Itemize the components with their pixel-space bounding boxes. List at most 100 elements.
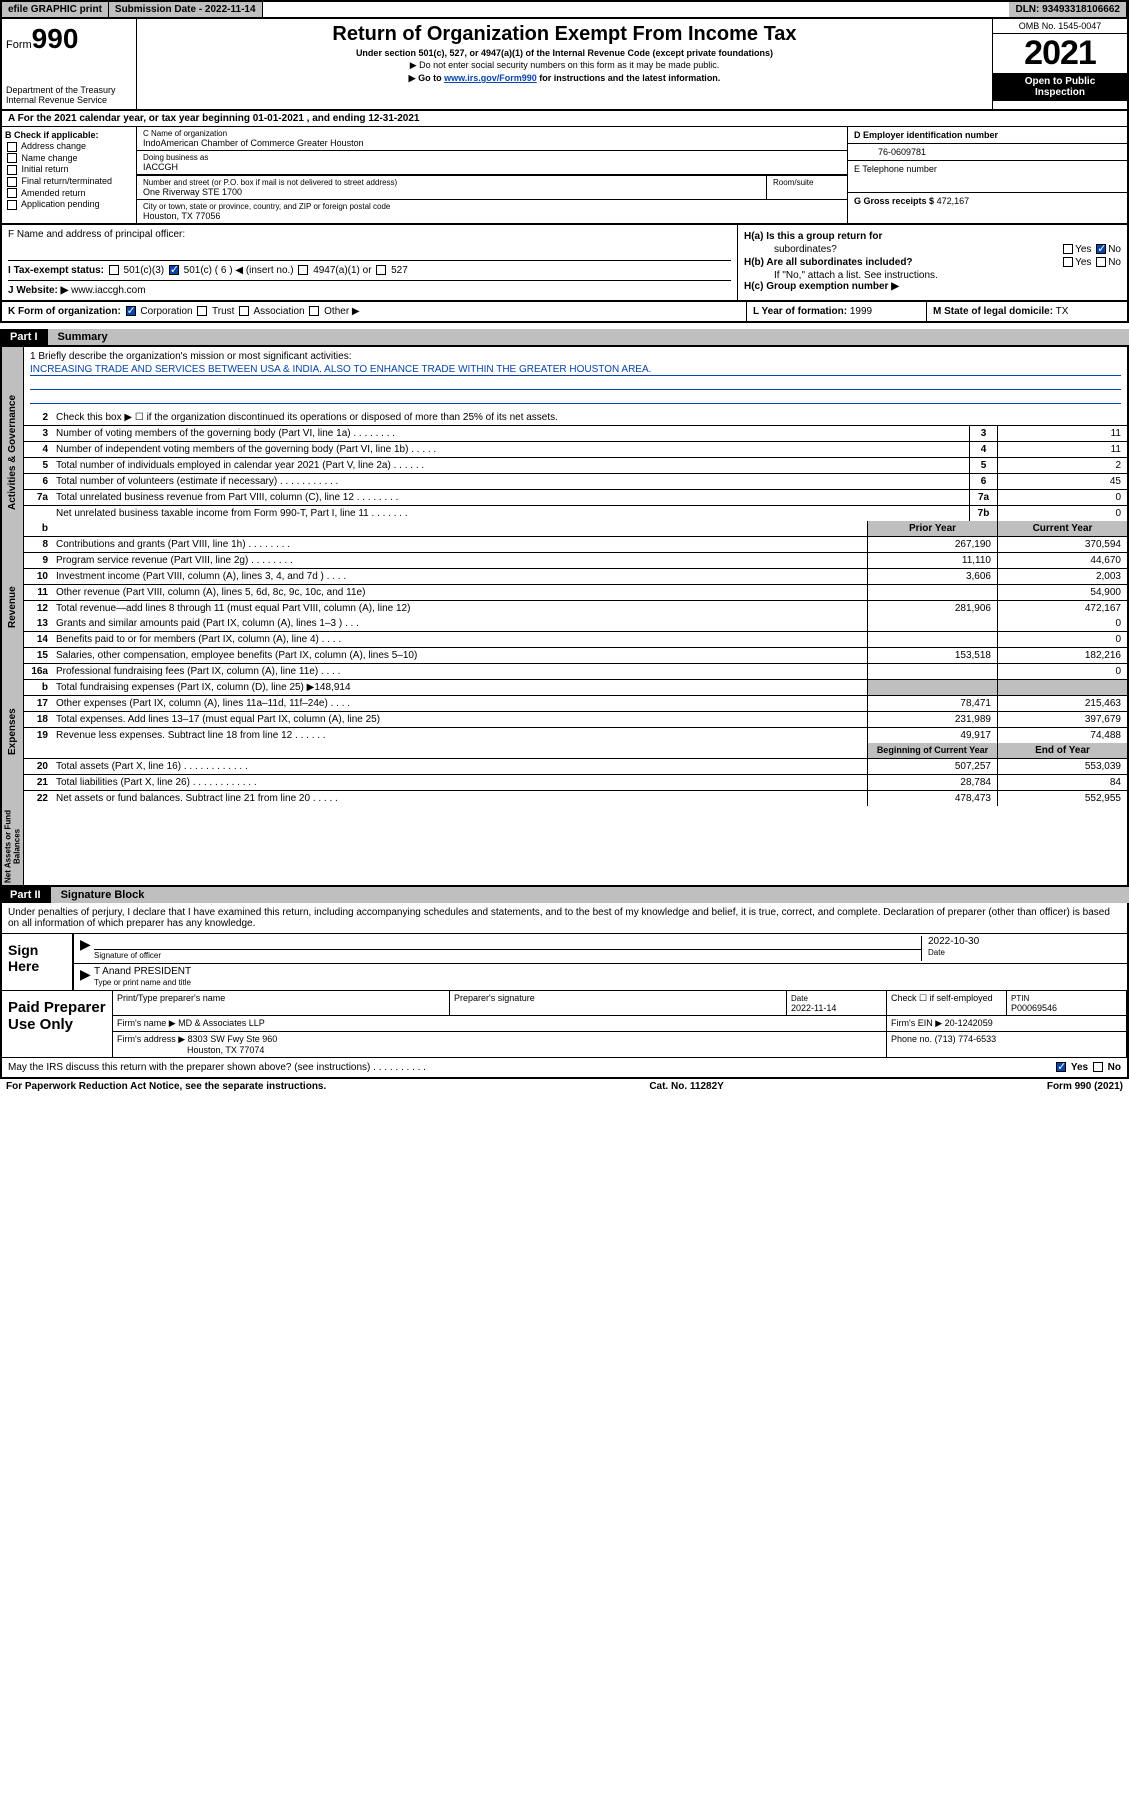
table-row: Net unrelated business taxable income fr… <box>24 506 1127 521</box>
vtab-expenses: Expenses <box>2 657 24 807</box>
submission-date: Submission Date - 2022-11-14 <box>109 2 263 17</box>
name-type-label: Type or print name and title <box>94 978 191 987</box>
ha-yes[interactable] <box>1063 244 1073 254</box>
chk-501c3[interactable] <box>109 265 119 275</box>
chk-4947[interactable] <box>298 265 308 275</box>
table-row: bTotal fundraising expenses (Part IX, co… <box>24 680 1127 696</box>
mission-text: INCREASING TRADE AND SERVICES BETWEEN US… <box>30 364 1121 376</box>
opt-app-pending[interactable]: Application pending <box>5 199 133 210</box>
form-title: Return of Organization Exempt From Incom… <box>145 23 984 46</box>
chk-corp[interactable] <box>126 306 136 316</box>
self-emp-check[interactable]: Check ☐ if self-employed <box>887 991 1007 1016</box>
form-label: Form <box>6 39 32 51</box>
sig-date: 2022-10-30 <box>928 936 1121 947</box>
mission-block: 1 Briefly describe the organization's mi… <box>24 347 1127 410</box>
hdr-begin: Beginning of Current Year <box>867 743 997 758</box>
ha-no[interactable] <box>1096 244 1106 254</box>
website-value[interactable]: www.iaccgh.com <box>71 285 145 296</box>
subtitle-1: Under section 501(c), 527, or 4947(a)(1)… <box>145 48 984 58</box>
table-row: 21Total liabilities (Part X, line 26) . … <box>24 775 1127 791</box>
penalty-text: Under penalties of perjury, I declare th… <box>2 903 1127 933</box>
date-label: Date <box>928 948 945 957</box>
opt-527: 527 <box>391 265 408 276</box>
sign-here-label: Sign Here <box>2 934 72 990</box>
chk-assoc[interactable] <box>239 306 249 316</box>
chk-501c[interactable] <box>169 265 179 275</box>
table-row: 13Grants and similar amounts paid (Part … <box>24 616 1127 632</box>
section-b-title: B Check if applicable: <box>5 130 99 140</box>
part1-header: Part I Summary <box>0 329 1129 345</box>
section-h: H(a) Is this a group return for subordin… <box>737 225 1127 300</box>
section-k: K Form of organization: Corporation Trus… <box>2 302 747 321</box>
vtab-revenue: Revenue <box>2 557 24 657</box>
addr-value: One Riverway STE 1700 <box>143 187 760 197</box>
form-990: 990 <box>32 23 79 54</box>
open-inspection: Open to PublicInspection <box>993 73 1127 101</box>
chk-trust[interactable] <box>197 306 207 316</box>
prep-name-label: Print/Type preparer's name <box>113 991 450 1016</box>
chk-527[interactable] <box>376 265 386 275</box>
part1-title: Summary <box>48 329 1129 345</box>
table-row: 11Other revenue (Part VIII, column (A), … <box>24 585 1127 601</box>
footer-mid: Cat. No. 11282Y <box>649 1081 723 1092</box>
omb-number: OMB No. 1545-0047 <box>993 19 1127 34</box>
section-m: M State of legal domicile: TX <box>927 302 1127 321</box>
city-label: City or town, state or province, country… <box>143 202 841 211</box>
form-header: Form990 Department of the Treasury Inter… <box>0 19 1129 111</box>
vtab-netassets: Net Assets or Fund Balances <box>2 807 24 885</box>
preparer-grid: Print/Type preparer's name Preparer's si… <box>112 991 1127 1057</box>
chk-other[interactable] <box>309 306 319 316</box>
table-row: 19Revenue less expenses. Subtract line 1… <box>24 728 1127 743</box>
tax-exempt-label: I Tax-exempt status: <box>8 265 104 276</box>
dba-label: Doing business as <box>143 153 841 162</box>
section-c: C Name of organization IndoAmerican Cham… <box>137 127 847 223</box>
table-row: 12Total revenue—add lines 8 through 11 (… <box>24 601 1127 616</box>
table-row: 20Total assets (Part X, line 16) . . . .… <box>24 759 1127 775</box>
form-number: Form990 <box>6 23 132 55</box>
discuss-no[interactable] <box>1093 1062 1103 1072</box>
discuss-yes[interactable] <box>1056 1062 1066 1072</box>
subtitle-3: ▶ Go to www.irs.gov/Form990 for instruct… <box>145 73 984 84</box>
table-row: 8Contributions and grants (Part VIII, li… <box>24 537 1127 553</box>
hdr-current: Current Year <box>997 521 1127 536</box>
table-row: 22Net assets or fund balances. Subtract … <box>24 791 1127 806</box>
ein-label: D Employer identification number <box>854 130 998 140</box>
part2-label: Part II <box>0 887 51 903</box>
mission-blank1 <box>30 378 1121 390</box>
hdr-prior: Prior Year <box>867 521 997 536</box>
table-row: 7aTotal unrelated business revenue from … <box>24 490 1127 506</box>
website-label: J Website: ▶ <box>8 285 68 296</box>
efile-button[interactable]: efile GRAPHIC print <box>2 2 109 17</box>
ptin-cell: PTINP00069546 <box>1007 991 1127 1016</box>
hb-yes[interactable] <box>1063 257 1073 267</box>
section-fh: F Name and address of principal officer:… <box>0 225 1129 302</box>
table-row: 15Salaries, other compensation, employee… <box>24 648 1127 664</box>
section-l: L Year of formation: 1999 <box>747 302 927 321</box>
table-row: 6Total number of volunteers (estimate if… <box>24 474 1127 490</box>
opt-amended[interactable]: Amended return <box>5 188 133 199</box>
hc-label: H(c) Group exemption number ▶ <box>744 281 899 292</box>
irs-link[interactable]: www.irs.gov/Form990 <box>444 73 537 83</box>
part2-header: Part II Signature Block <box>0 887 1129 903</box>
mission-label: 1 Briefly describe the organization's mi… <box>30 351 1121 362</box>
firm-ein-cell: Firm's EIN ▶ 20-1242059 <box>887 1016 1127 1032</box>
hb-no[interactable] <box>1096 257 1106 267</box>
table-row: 16aProfessional fundraising fees (Part I… <box>24 664 1127 680</box>
dln: DLN: 93493318106662 <box>1009 2 1127 17</box>
table-row: 18Total expenses. Add lines 13–17 (must … <box>24 712 1127 728</box>
table-row: 17Other expenses (Part IX, column (A), l… <box>24 696 1127 712</box>
signature-block: Under penalties of perjury, I declare th… <box>0 903 1129 1079</box>
summary-table: Activities & Governance Revenue Expenses… <box>0 345 1129 887</box>
opt-address-change[interactable]: Address change <box>5 141 133 152</box>
hb-note: If "No," attach a list. See instructions… <box>744 270 1121 281</box>
opt-501c3: 501(c)(3) <box>124 265 165 276</box>
dept-treasury: Department of the Treasury <box>6 85 132 95</box>
subtitle-2: ▶ Do not enter social security numbers o… <box>145 60 984 71</box>
opt-initial-return[interactable]: Initial return <box>5 164 133 175</box>
opt-name-change[interactable]: Name change <box>5 153 133 164</box>
section-b: B Check if applicable: Address change Na… <box>2 127 137 223</box>
hb-label: H(b) Are all subordinates included? <box>744 257 913 268</box>
city-value: Houston, TX 77056 <box>143 211 841 221</box>
opt-final-return[interactable]: Final return/terminated <box>5 176 133 187</box>
arrow-icon: ▶ <box>80 936 94 961</box>
